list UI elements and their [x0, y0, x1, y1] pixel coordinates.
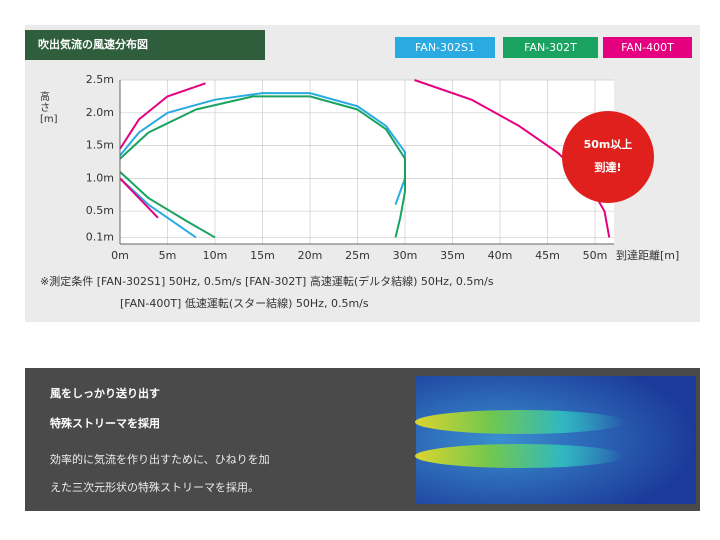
x-tick-label: 15m	[250, 249, 275, 262]
y-tick-label: 0.1m	[86, 230, 114, 243]
note: [FAN-400T] 低速運転(スター結線) 50Hz, 0.5m/s	[120, 297, 369, 310]
x-tick-label: 50m	[583, 249, 608, 262]
legend-swatch	[395, 37, 495, 58]
legend-label: FAN-400T	[621, 41, 674, 54]
callout-text: 50m以上	[584, 137, 633, 151]
airflow-stream	[415, 444, 625, 468]
feature-heading: 特殊ストリーマを採用	[50, 416, 160, 430]
x-tick-label: 10m	[203, 249, 228, 262]
x-axis-label: 到達距離[m]	[616, 248, 679, 262]
x-tick-label: 25m	[345, 249, 370, 262]
y-axis-label: 高さ[m]	[40, 92, 58, 125]
x-tick-label: 20m	[298, 249, 323, 262]
x-tick-label: 45m	[535, 249, 560, 262]
y-tick-label: 0.5m	[86, 204, 114, 217]
x-tick-label: 5m	[159, 249, 177, 262]
chart-title: 吹出気流の風速分布図	[38, 37, 148, 51]
airflow-stream	[415, 410, 625, 434]
legend-label: FAN-302S1	[415, 41, 475, 54]
legend-label: FAN-302T	[524, 41, 577, 54]
x-tick-label: 35m	[440, 249, 465, 262]
airflow-image	[416, 376, 696, 504]
note: ※測定条件 [FAN-302S1] 50Hz, 0.5m/s [FAN-302T…	[40, 274, 494, 288]
series-line	[119, 79, 611, 238]
y-tick-label: 1.0m	[86, 171, 114, 184]
x-tick-label: 30m	[393, 249, 418, 262]
x-tick-label: 0m	[111, 249, 129, 262]
callout-badge	[562, 111, 654, 203]
feature-heading: 風をしっかり送り出す	[50, 386, 160, 400]
y-tick-label: 1.5m	[86, 139, 114, 152]
series-line	[119, 95, 406, 239]
title-box	[25, 30, 265, 60]
x-tick-label: 40m	[488, 249, 513, 262]
feature-body: えた三次元形状の特殊ストリーマを採用。	[50, 480, 259, 494]
legend-swatch	[603, 37, 692, 58]
y-tick-label: 2.5m	[86, 73, 114, 86]
callout-text: 到達!	[594, 160, 621, 174]
feature-body: 効率的に気流を作り出すために、ひねりを加	[50, 452, 270, 466]
y-tick-label: 2.0m	[86, 106, 114, 119]
legend-swatch	[503, 37, 598, 58]
